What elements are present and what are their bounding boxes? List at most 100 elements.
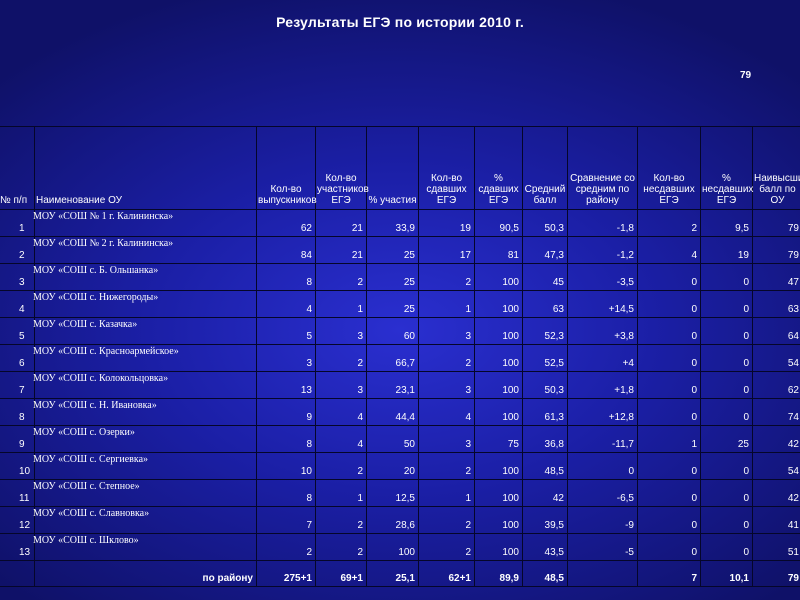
cell-failed-pct: 0: [700, 344, 753, 372]
cell-passed-pct: 100: [474, 290, 523, 318]
cell-failed: 0: [637, 479, 701, 507]
row-number: 9: [0, 425, 35, 453]
cell-participants: 2: [315, 452, 367, 480]
school-name: МОУ «СОШ с. Шклово»: [33, 535, 139, 546]
school-name: МОУ «СОШ с. Степное»: [33, 481, 140, 492]
cell-graduates: 4: [256, 290, 316, 318]
cell-failed: 0: [637, 371, 701, 399]
cell-graduates: 8: [256, 263, 316, 291]
cell-avg-score: 52,3: [522, 317, 568, 345]
cell-graduates: 7: [256, 506, 316, 534]
total-participation-pct: 25,1: [366, 560, 419, 587]
cell-failed-pct: 19: [700, 236, 753, 264]
cell-max-score: 62: [752, 371, 800, 399]
school-name: МОУ «СОШ с. Славновка»: [33, 508, 150, 519]
cell-comparison: -5: [567, 533, 638, 561]
cell-graduates: 9: [256, 398, 316, 426]
cell-failed-pct: 9,5: [700, 209, 753, 237]
cell-avg-score: 39,5: [522, 506, 568, 534]
cell-failed: 4: [637, 236, 701, 264]
row-number: 10: [0, 452, 35, 480]
cell-graduates: 84: [256, 236, 316, 264]
table-row: 4 МОУ «СОШ с. Нижегороды» 4 1 25 1 100 63 +14,5 0…: [0, 290, 800, 318]
total-graduates: 275+1: [256, 560, 316, 587]
total-avg-score: 48,5: [522, 560, 568, 587]
cell-participants: 3: [315, 317, 367, 345]
school-name: МОУ «СОШ с. Н. Ивановка»: [33, 400, 157, 411]
cell-participation-pct: 60: [366, 317, 419, 345]
col-header-participants: Кол-во участников ЕГЭ: [315, 126, 369, 210]
cell-passed: 2: [418, 452, 475, 480]
row-number: 6: [0, 344, 35, 372]
school-name: МОУ «СОШ с. Сергиевка»: [33, 454, 149, 465]
cell-participants: 2: [315, 263, 367, 291]
row-number: 5: [0, 317, 35, 345]
cell-comparison: +4: [567, 344, 638, 372]
row-number: 4: [0, 290, 35, 318]
cell-comparison: +3,8: [567, 317, 638, 345]
cell-failed-pct: 0: [700, 317, 753, 345]
row-number: 7: [0, 371, 35, 399]
cell-participation-pct: 100: [366, 533, 419, 561]
cell-failed: 0: [637, 344, 701, 372]
cell-participants: 4: [315, 398, 367, 426]
cell-passed-pct: 100: [474, 344, 523, 372]
school-name: МОУ «СОШ с. Колокольцовка»: [33, 373, 169, 384]
cell-participation-pct: 12,5: [366, 479, 419, 507]
total-max-score: 79: [752, 560, 800, 587]
total-participants: 69+1: [315, 560, 367, 587]
cell-avg-score: 61,3: [522, 398, 568, 426]
cell-graduates: 5: [256, 317, 316, 345]
cell-participation-pct: 25: [366, 236, 419, 264]
cell-passed: 2: [418, 263, 475, 291]
results-table: № п/п Наименование ОУ Кол-во выпускников…: [0, 126, 800, 587]
col-header-failed: Кол-во несдавших ЕГЭ: [637, 126, 701, 210]
row-number: 12: [0, 506, 35, 534]
cell-participants: 2: [315, 533, 367, 561]
cell-comparison: +14,5: [567, 290, 638, 318]
cell-passed: 3: [418, 317, 475, 345]
col-header-max-score: Наивысший балл по ОУ: [752, 126, 800, 210]
school-name: МОУ «СОШ № 1 г. Калининска»: [33, 211, 174, 222]
cell-participants: 4: [315, 425, 367, 453]
table-row: 3 МОУ «СОШ с. Б. Ольшанка» 8 2 25 2 100 45 -3,5 0…: [0, 263, 800, 291]
cell-participation-pct: 33,9: [366, 209, 419, 237]
cell-passed-pct: 100: [474, 371, 523, 399]
table-row: 5 МОУ «СОШ с. Казачка» 5 3 60 3 100 52,3 +3,8 0 0 6…: [0, 317, 800, 345]
col-header-failed-pct: % несдавших ЕГЭ: [700, 126, 753, 210]
total-passed: 62+1: [418, 560, 475, 587]
cell-comparison: -9: [567, 506, 638, 534]
cell-comparison: +1,8: [567, 371, 638, 399]
cell-graduates: 8: [256, 479, 316, 507]
cell-passed-pct: 100: [474, 317, 523, 345]
cell-avg-score: 47,3: [522, 236, 568, 264]
row-number: 11: [0, 479, 35, 507]
cell-failed: 0: [637, 506, 701, 534]
cell-comparison: -11,7: [567, 425, 638, 453]
cell-passed-pct: 100: [474, 452, 523, 480]
cell-participants: 21: [315, 236, 367, 264]
cell-comparison: -1,2: [567, 236, 638, 264]
cell-avg-score: 48,5: [522, 452, 568, 480]
cell-passed-pct: 100: [474, 398, 523, 426]
cell-max-score: 64: [752, 317, 800, 345]
cell-participation-pct: 23,1: [366, 371, 419, 399]
cell-failed: 1: [637, 425, 701, 453]
table-row: 2 МОУ «СОШ № 2 г. Калининска» 84 21 25 17 81 47…: [0, 236, 800, 264]
cell-avg-score: 50,3: [522, 371, 568, 399]
cell-participation-pct: 25: [366, 263, 419, 291]
cell-comparison: -3,5: [567, 263, 638, 291]
cell-graduates: 2: [256, 533, 316, 561]
page-title: Результаты ЕГЭ по истории 2010 г.: [276, 14, 524, 30]
cell-failed: 0: [637, 398, 701, 426]
cell-comparison: -6,5: [567, 479, 638, 507]
cell-passed: 2: [418, 344, 475, 372]
cell-max-score: 41: [752, 506, 800, 534]
cell-participants: 1: [315, 479, 367, 507]
cell-failed: 0: [637, 533, 701, 561]
cell-passed: 4: [418, 398, 475, 426]
cell-passed: 2: [418, 533, 475, 561]
cell-participation-pct: 50: [366, 425, 419, 453]
cell-participation-pct: 28,6: [366, 506, 419, 534]
cell-participants: 2: [315, 344, 367, 372]
